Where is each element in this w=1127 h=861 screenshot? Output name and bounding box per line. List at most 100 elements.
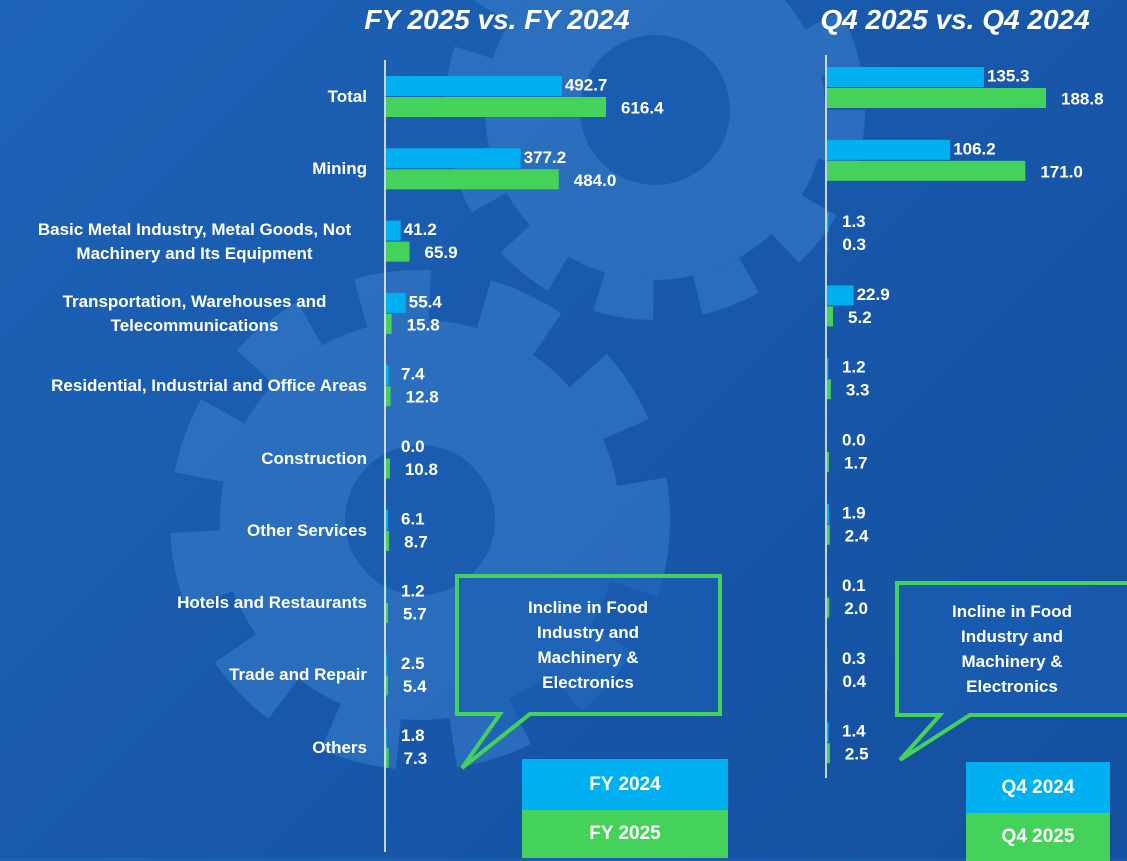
value-label: 0.1 <box>842 576 866 595</box>
category-text: Trade and Repair <box>229 663 367 687</box>
category-label: Construction <box>0 447 367 471</box>
bar <box>827 504 829 524</box>
value-label: 484.0 <box>574 171 617 190</box>
bar <box>827 140 950 160</box>
value-label: 0.0 <box>842 430 866 449</box>
category-label: Mining <box>0 157 367 181</box>
bar <box>827 285 854 305</box>
value-label: 55.4 <box>409 292 443 311</box>
category-text: Basic Metal Industry, Metal Goods, Not M… <box>22 218 367 266</box>
chart-title: Q4 2025 vs. Q4 2024 <box>820 4 1089 36</box>
bar <box>386 242 410 262</box>
category-text: Mining <box>312 157 367 181</box>
value-label: 492.7 <box>565 75 608 94</box>
value-label: 171.0 <box>1040 162 1083 181</box>
value-label: 12.8 <box>406 388 439 407</box>
bar <box>386 675 388 695</box>
bar <box>386 148 521 168</box>
annotation: Incline in Food Industry and Machinery &… <box>498 595 678 695</box>
bar <box>827 743 830 763</box>
value-label: 2.5 <box>401 654 425 673</box>
category-text: Other Services <box>247 519 367 543</box>
category-text: Total <box>328 85 367 109</box>
chart-title: FY 2025 vs. FY 2024 <box>364 4 629 36</box>
bar <box>386 76 562 96</box>
bar <box>386 459 390 479</box>
value-label: 41.2 <box>404 220 437 239</box>
bar <box>386 603 388 623</box>
value-label: 0.3 <box>842 649 866 668</box>
bar <box>386 727 387 747</box>
bar <box>827 67 984 87</box>
bar <box>386 314 392 334</box>
category-text: Transportation, Warehouses and Telecommu… <box>22 290 367 338</box>
bar <box>827 88 1046 108</box>
value-label: 2.5 <box>845 745 869 764</box>
value-label: 8.7 <box>404 532 428 551</box>
bar <box>386 293 406 313</box>
value-label: 0.3 <box>842 235 866 254</box>
legend-item: Q4 2025 <box>966 813 1110 861</box>
category-text: Hotels and Restaurants <box>177 591 367 615</box>
value-label: 5.2 <box>848 308 872 327</box>
value-label: 7.3 <box>404 749 428 768</box>
bar <box>386 531 389 551</box>
value-label: 2.0 <box>844 599 868 618</box>
bar <box>827 722 829 742</box>
value-label: 1.3 <box>842 212 866 231</box>
annotation: Incline in Food Industry and Machinery &… <box>922 599 1102 699</box>
value-label: 1.2 <box>842 358 866 377</box>
category-label: Transportation, Warehouses and Telecommu… <box>0 290 367 338</box>
value-label: 377.2 <box>524 148 567 167</box>
value-label: 0.0 <box>401 437 425 456</box>
bar <box>827 379 831 399</box>
value-label: 5.7 <box>403 605 427 624</box>
value-label: 1.2 <box>401 582 425 601</box>
value-label: 7.4 <box>401 365 425 384</box>
bar <box>827 213 829 233</box>
value-label: 3.3 <box>846 381 870 400</box>
legend-item: FY 2024 <box>522 759 728 810</box>
bar <box>386 221 401 241</box>
bar <box>827 161 1025 181</box>
value-label: 15.8 <box>407 315 440 334</box>
category-text: Residential, Industrial and Office Areas <box>51 374 367 398</box>
bar <box>386 510 388 530</box>
value-label: 1.9 <box>842 503 866 522</box>
bar <box>386 169 559 189</box>
category-text: Construction <box>261 447 367 471</box>
bar <box>827 598 829 618</box>
value-label: 188.8 <box>1061 89 1104 108</box>
value-label: 1.4 <box>842 722 866 741</box>
bar <box>386 365 389 385</box>
legend-item: Q4 2024 <box>966 762 1110 813</box>
category-label: Basic Metal Industry, Metal Goods, Not M… <box>0 218 367 266</box>
value-label: 6.1 <box>401 509 425 528</box>
value-label: 22.9 <box>857 285 890 304</box>
value-label: 5.4 <box>403 677 427 696</box>
value-label: 616.4 <box>621 98 664 117</box>
bar <box>386 97 606 117</box>
value-label: 2.4 <box>845 526 869 545</box>
value-label: 1.8 <box>401 726 425 745</box>
category-label: Trade and Repair <box>0 663 367 687</box>
value-label: 65.9 <box>425 243 458 262</box>
category-label: Residential, Industrial and Office Areas <box>0 374 367 398</box>
bar <box>827 358 828 378</box>
category-text: Others <box>312 736 367 760</box>
category-label: Others <box>0 736 367 760</box>
value-label: 0.4 <box>842 672 866 691</box>
category-label: Hotels and Restaurants <box>0 591 367 615</box>
value-label: 10.8 <box>405 460 438 479</box>
bar <box>827 525 830 545</box>
value-label: 135.3 <box>987 66 1030 85</box>
value-label: 1.7 <box>844 453 868 472</box>
category-label: Other Services <box>0 519 367 543</box>
bar <box>386 654 387 674</box>
category-label: Total <box>0 85 367 109</box>
bar <box>827 452 829 472</box>
bar <box>386 748 389 768</box>
value-label: 106.2 <box>953 139 996 158</box>
